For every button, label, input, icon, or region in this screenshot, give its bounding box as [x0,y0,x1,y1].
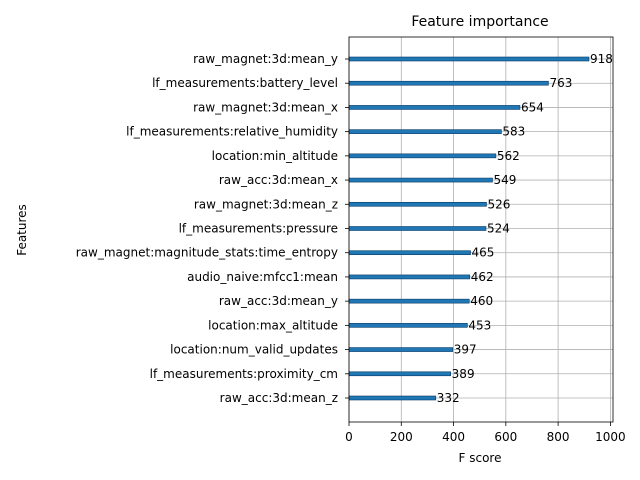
bar [348,129,502,134]
bar-value-label: 524 [487,222,510,236]
bar-value-label: 397 [454,343,477,357]
bar [348,395,437,401]
y-tick-label: lf_measurements:battery_level [152,76,338,90]
bar-value-label: 453 [468,318,491,332]
plot-frame [348,36,614,423]
bar [348,80,549,86]
bar [348,250,471,256]
y-tick-label: raw_magnet:3d:mean_x [193,100,338,114]
y-tick-label: raw_magnet:3d:mean_y [193,52,338,66]
y-tick-label: raw_acc:3d:mean_y [219,294,338,308]
bar-value-label: 460 [470,294,493,308]
y-tick-label: lf_measurements:relative_humidity [126,125,338,139]
y-tick-label: raw_magnet:3d:mean_z [194,197,338,211]
y-tick-label: location:num_valid_updates [170,343,338,357]
axis-layer [345,36,614,426]
bar [348,201,487,207]
bar-value-label: 654 [521,100,544,114]
bar [348,226,487,231]
x-tick-label: 200 [390,430,413,444]
bar [348,105,521,110]
x-tick-label: 0 [345,430,353,444]
y-tick-label: lf_measurements:pressure [179,222,338,236]
bar [348,177,493,183]
y-tick-label: lf_measurements:proximity_cm [150,367,338,381]
bar-value-label: 562 [497,149,520,163]
y-tick-label: raw_magnet:magnitude_stats:time_entropy [76,246,338,260]
bar [348,323,468,328]
y-axis-title: Features [15,204,29,256]
bar [348,153,497,159]
y-tick-label: raw_acc:3d:mean_x [219,173,338,187]
y-tick-label: audio_naive:mfcc1:mean [187,270,338,284]
x-tick-label: 400 [442,430,465,444]
bar [348,56,590,62]
label-layer: 918 raw_magnet:3d:mean_y 763 lf_measurement… [76,52,626,444]
bar-value-label: 918 [590,52,613,66]
x-tick-label: 800 [547,430,570,444]
x-axis-title: F score [459,451,502,465]
bar-value-label: 465 [472,246,495,260]
bar-value-label: 389 [452,367,475,381]
bar-layer [348,56,590,401]
bar [348,347,454,352]
x-tick-label: 1000 [595,430,626,444]
y-tick-label: raw_acc:3d:mean_z [220,391,338,405]
bar-value-label: 583 [502,125,525,139]
bar-value-label: 332 [437,391,460,405]
bar-value-label: 526 [487,197,510,211]
x-tick-label: 600 [494,430,517,444]
bar-value-label: 763 [549,76,572,90]
y-tick-label: location:min_altitude [212,149,338,163]
bar [348,274,471,280]
chart-title: Feature importance [411,14,548,30]
bar-value-label: 549 [494,173,517,187]
bar [348,371,451,377]
bar [348,298,470,304]
bar-value-label: 462 [471,270,494,284]
y-tick-label: location:max_altitude [208,318,338,332]
